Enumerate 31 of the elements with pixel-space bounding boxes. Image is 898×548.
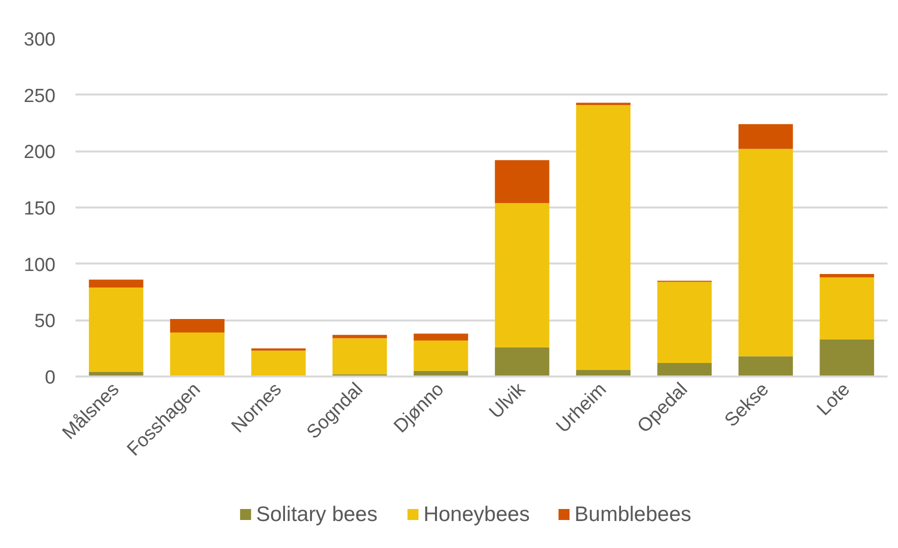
bar (820, 277, 874, 340)
bar (494, 202, 550, 348)
bar (657, 362, 712, 376)
bar (738, 356, 793, 376)
y-tick-label: 100 (24, 254, 56, 276)
bar (820, 274, 874, 278)
bar (332, 338, 387, 374)
bar (494, 347, 550, 376)
legend-label: Honeybees (423, 503, 530, 526)
bar (576, 104, 630, 370)
bar (251, 350, 306, 376)
legend-label: Solitary bees (256, 503, 378, 526)
bar (414, 340, 468, 371)
y-tick-label: 50 (34, 311, 56, 332)
bar (657, 282, 712, 363)
bar (88, 287, 144, 372)
bar (170, 319, 224, 333)
y-tick-label: 300 (24, 30, 56, 50)
bar (738, 148, 793, 356)
x-tick-label: Lote (813, 379, 854, 420)
bar (170, 332, 224, 376)
bar (738, 124, 793, 149)
legend-label: Bumblebees (574, 503, 692, 526)
y-tick-label: 200 (24, 142, 56, 164)
bar (820, 339, 874, 376)
y-tick-label: 150 (24, 198, 56, 220)
y-tick-label: 0 (44, 368, 56, 388)
bar (414, 334, 468, 340)
bar (88, 280, 144, 288)
y-tick-label: 250 (24, 86, 56, 107)
bar (494, 160, 550, 203)
